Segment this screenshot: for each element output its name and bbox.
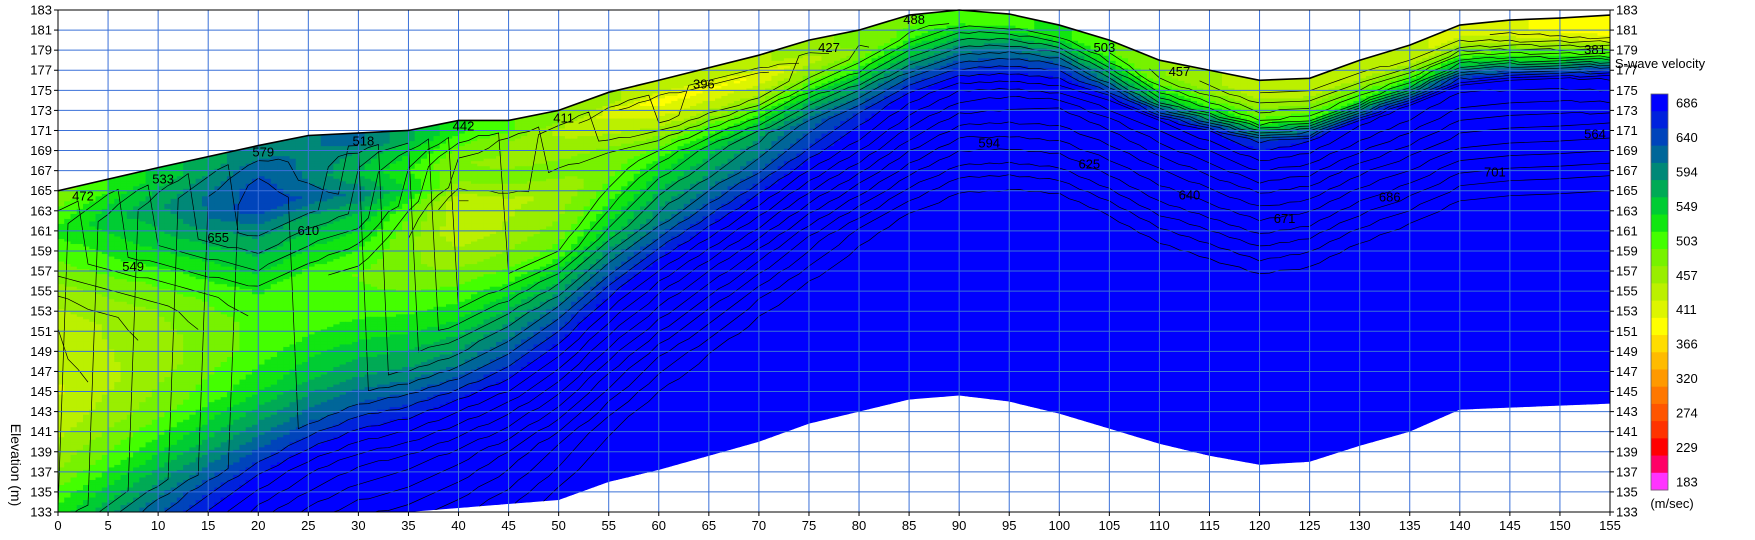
velocity-cell: [233, 143, 240, 146]
velocity-cell: [96, 515, 103, 518]
velocity-cell: [58, 183, 65, 186]
velocity-cell: [133, 166, 140, 169]
velocity-cell: [83, 178, 90, 181]
velocity-cell: [239, 143, 246, 146]
velocity-cell: [77, 181, 84, 184]
velocity-cell: [77, 178, 84, 181]
velocity-cell: [189, 156, 196, 159]
velocity-cell: [196, 153, 203, 156]
velocity-cell: [158, 161, 165, 164]
velocity-cell: [164, 158, 171, 161]
velocity-cell: [164, 161, 171, 164]
velocity-cell: [146, 166, 153, 169]
velocity-cell: [71, 181, 78, 184]
velocity-cell: [177, 515, 184, 518]
velocity-cell: [114, 515, 121, 518]
velocity-cell: [189, 515, 196, 518]
velocity-cell: [121, 515, 128, 518]
velocity-cell: [89, 176, 96, 179]
velocity-cell: [77, 515, 84, 518]
velocity-cell: [133, 515, 140, 518]
velocity-cell: [64, 183, 71, 186]
velocity-cell: [108, 173, 115, 176]
velocity-cell: [221, 515, 228, 518]
velocity-cell: [227, 146, 234, 149]
velocity-cell: [89, 515, 96, 518]
velocity-cell: [127, 515, 134, 518]
velocity-cell: [83, 515, 90, 518]
velocity-cell: [239, 515, 246, 518]
velocity-cell: [89, 178, 96, 181]
velocity-cell: [214, 515, 221, 518]
velocity-cell: [146, 163, 153, 166]
velocity-cell: [139, 166, 146, 169]
velocity-cell: [233, 515, 240, 518]
velocity-cell: [58, 186, 65, 189]
velocity-cell: [96, 176, 103, 179]
velocity-cell: [71, 515, 78, 518]
velocity-cell: [183, 156, 190, 159]
velocity-cell: [177, 156, 184, 159]
velocity-cell: [189, 153, 196, 156]
velocity-cell: [171, 158, 178, 161]
velocity-cell: [183, 515, 190, 518]
velocity-cell: [164, 515, 171, 518]
velocity-cell: [233, 146, 240, 149]
velocity-cell: [171, 515, 178, 518]
velocity-cell: [177, 158, 184, 161]
velocity-cell: [139, 515, 146, 518]
velocity-cell: [64, 515, 71, 518]
velocity-cell: [227, 515, 234, 518]
velocity-cell: [246, 141, 253, 144]
